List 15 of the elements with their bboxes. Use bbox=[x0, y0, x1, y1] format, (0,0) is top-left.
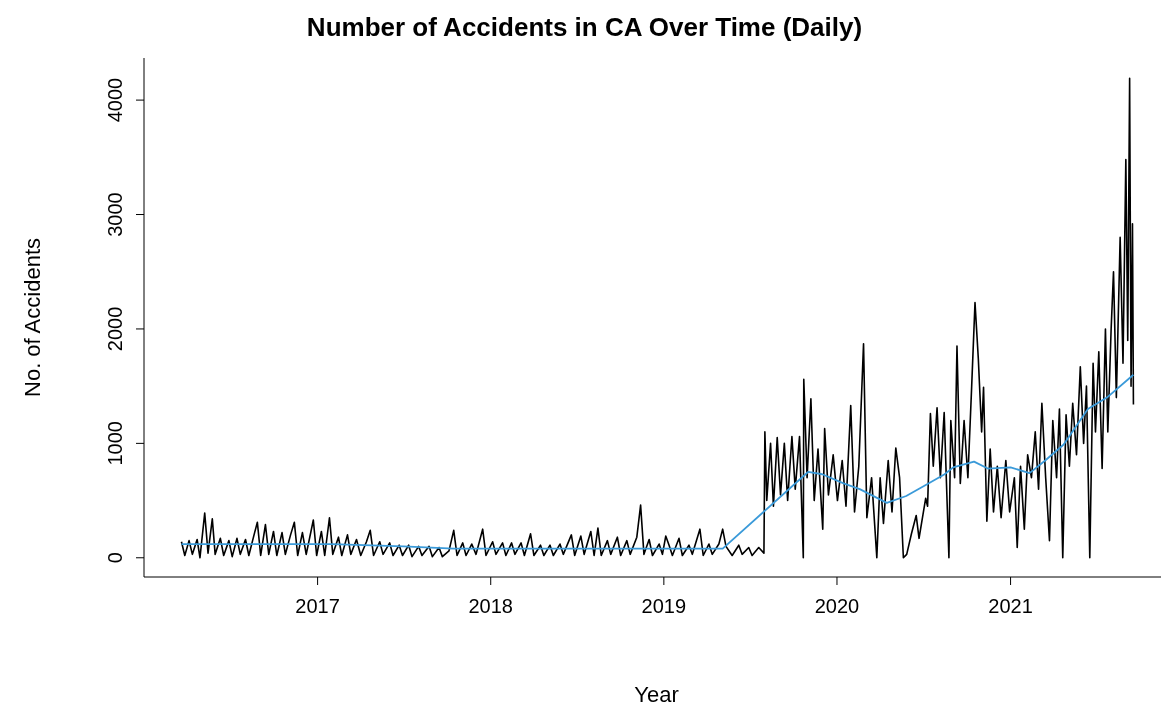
x-tick-label: 2019 bbox=[641, 595, 687, 618]
y-tick-label: 2000 bbox=[104, 306, 126, 352]
x-tick-label: 2017 bbox=[295, 595, 340, 618]
line-series bbox=[180, 77, 1135, 559]
chart-title: Number of Accidents in CA Over Time (Daily) bbox=[305, 12, 864, 43]
x-tick-label: 2018 bbox=[468, 595, 513, 618]
y-tick-label: 1000 bbox=[104, 421, 126, 466]
y-tick-label: 4000 bbox=[104, 77, 126, 123]
x-tick-label: 2021 bbox=[988, 595, 1033, 618]
y-tick-label: 0 bbox=[104, 552, 126, 564]
line-series bbox=[180, 373, 1135, 550]
x-tick-label: 2020 bbox=[814, 595, 860, 618]
y-tick-label: 3000 bbox=[104, 192, 126, 237]
x-axis-title: Year bbox=[634, 682, 679, 707]
y-axis-title: No. of Accidents bbox=[19, 238, 45, 397]
